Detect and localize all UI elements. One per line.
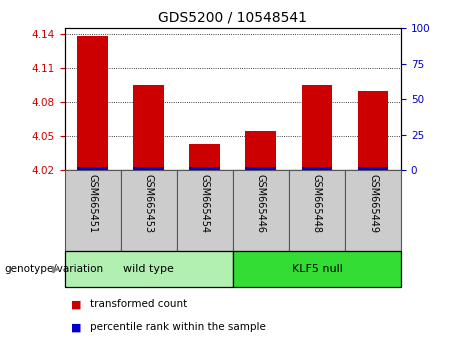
Text: GSM665446: GSM665446 (256, 174, 266, 233)
Text: ■: ■ (71, 299, 82, 309)
Text: GSM665449: GSM665449 (368, 174, 378, 233)
Bar (77, 36, 108, 170)
Text: transformed count: transformed count (90, 299, 187, 309)
Bar (77, 166, 108, 170)
Text: KLF5 null: KLF5 null (291, 264, 343, 274)
Bar (65, 170, 121, 251)
Bar (301, 85, 332, 170)
Text: ■: ■ (71, 322, 82, 332)
Bar (133, 166, 164, 170)
Text: genotype/variation: genotype/variation (5, 264, 104, 274)
Title: GDS5200 / 10548541: GDS5200 / 10548541 (158, 10, 307, 24)
Bar (189, 166, 220, 170)
Text: wild type: wild type (123, 264, 174, 274)
Bar (345, 170, 401, 251)
Bar (245, 166, 276, 170)
Bar (233, 170, 289, 251)
Bar (301, 166, 332, 170)
Bar (189, 144, 220, 170)
Text: ▶: ▶ (53, 264, 60, 274)
Bar (358, 166, 389, 170)
Bar (245, 131, 276, 170)
Text: percentile rank within the sample: percentile rank within the sample (90, 322, 266, 332)
Text: GSM665451: GSM665451 (88, 174, 98, 233)
Text: GSM665453: GSM665453 (144, 174, 154, 233)
Bar (65, 251, 233, 287)
Bar (289, 170, 345, 251)
Bar (233, 251, 401, 287)
Bar (177, 170, 233, 251)
Text: GSM665454: GSM665454 (200, 174, 210, 233)
Bar (358, 91, 389, 170)
Text: GSM665448: GSM665448 (312, 174, 322, 233)
Bar (133, 85, 164, 170)
Bar (121, 170, 177, 251)
